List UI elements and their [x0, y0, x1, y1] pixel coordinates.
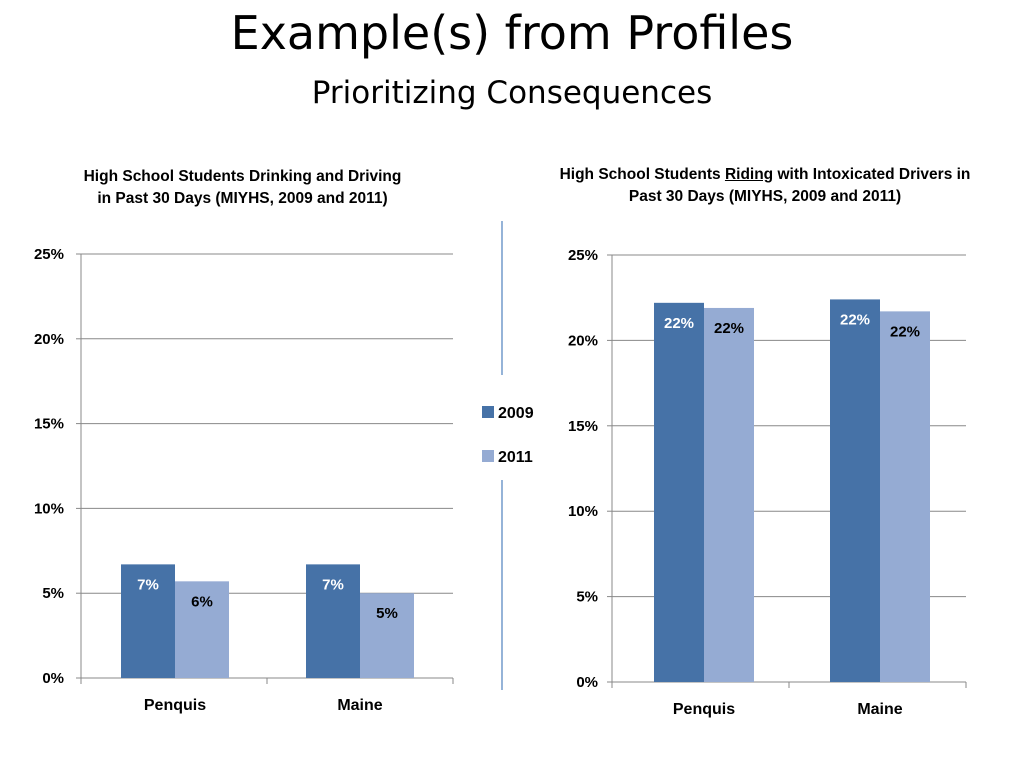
- legend-swatch-2011: [482, 450, 494, 462]
- chart2-category-label: Maine: [857, 701, 902, 718]
- chart2-bar-2009-maine: [830, 299, 880, 682]
- chart1-ytick-label: 10%: [34, 500, 64, 517]
- chart1-data-label-2011-penquis: 6%: [191, 593, 213, 610]
- chart1-bar-2011-maine: [360, 593, 414, 678]
- chart2-data-label-2009-maine: 22%: [840, 311, 870, 328]
- chart2-data-label-2011-penquis: 22%: [714, 320, 744, 337]
- legend-swatch-2009: [482, 406, 494, 418]
- chart2-ytick-label: 10%: [568, 503, 598, 520]
- chart2-category-label: Penquis: [673, 701, 735, 718]
- chart2-ytick-label: 0%: [576, 674, 598, 691]
- chart1-data-label-2009-penquis: 7%: [137, 576, 159, 593]
- chart1-bar-2011-penquis: [175, 581, 229, 678]
- chart2-title-after: with Intoxicated Drivers in: [773, 166, 971, 183]
- legend-label-2009: 2009: [498, 405, 534, 422]
- chart1-ytick-label: 5%: [42, 585, 64, 602]
- chart2-bar-2011-maine: [880, 311, 930, 682]
- chart1-title-line1: High School Students Drinking and Drivin…: [83, 168, 402, 185]
- chart1-bar-2009-penquis: [121, 564, 175, 678]
- chart2-bar-2011-penquis: [704, 307, 754, 682]
- chart2-ytick-label: 25%: [568, 247, 598, 264]
- slide-title: Example(s) from Profiles: [230, 6, 794, 60]
- chart1-ytick-label: 25%: [34, 246, 64, 263]
- chart1-category-label: Penquis: [144, 697, 206, 714]
- chart2-title-before: High School Students: [559, 166, 725, 183]
- chart2-title-line1: High School Students Riding with Intoxic…: [520, 164, 1010, 186]
- slide-subtitle: Prioritizing Consequences: [311, 75, 713, 111]
- chart2-title-line2: Past 30 Days (MIYHS, 2009 and 2011): [628, 188, 902, 205]
- chart1-ytick-label: 15%: [34, 416, 64, 433]
- chart2-title: High School Students Riding with Intoxic…: [520, 164, 1010, 208]
- chart2-data-label-2009-penquis: 22%: [664, 315, 694, 332]
- chart2-data-label-2011-maine: 22%: [890, 323, 920, 340]
- chart1-category-label: Maine: [337, 697, 382, 714]
- chart1-ytick-label: 20%: [34, 331, 64, 348]
- chart2-ytick-label: 15%: [568, 418, 598, 435]
- chart2-ytick-label: 5%: [576, 589, 598, 606]
- chart1-title-line2: in Past 30 Days (MIYHS, 2009 and 2011): [97, 190, 388, 207]
- chart2-ytick-label: 20%: [568, 332, 598, 349]
- chart2-title-underlined: Riding: [724, 166, 774, 183]
- chart2-bar-2009-penquis: [654, 302, 704, 682]
- chart1-bar-2009-maine: [306, 564, 360, 678]
- chart1-title: High School Students Drinking and Drivin…: [40, 166, 445, 210]
- legend-label-2011: 2011: [498, 449, 533, 466]
- chart1-data-label-2011-maine: 5%: [376, 605, 398, 622]
- chart1-data-label-2009-maine: 7%: [322, 576, 344, 593]
- chart1-ytick-label: 0%: [42, 670, 64, 687]
